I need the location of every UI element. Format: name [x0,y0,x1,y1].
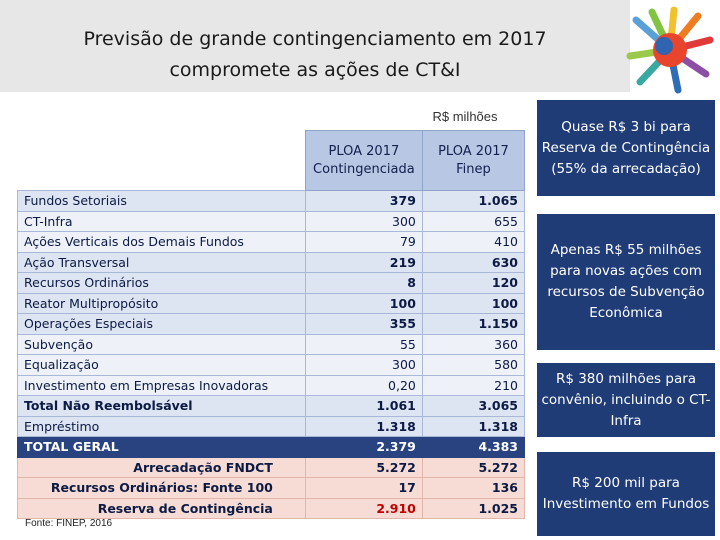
callout-text: Quase R$ 3 bi para Reserva de Contingênc… [541,118,711,177]
row-label: Total Não Reembolsável [17,395,306,417]
title-line-2: compromete as ações de CT&I [169,59,461,81]
row-label: Recursos Ordinários: Fonte 100 [17,477,306,499]
row-label: Equalização [17,354,306,376]
row-value-contingenciada: 355 [304,313,423,335]
title-line-1: Previsão de grande contingenciamento em … [83,28,547,50]
row-value-contingenciada: 55 [304,333,423,355]
title-band [0,0,630,92]
row-value-finep: 210 [421,374,526,396]
row-value-finep: 120 [421,272,526,294]
row-value-contingenciada: 219 [304,251,423,273]
row-value-finep: 630 [421,251,526,273]
row-value-finep: 3.065 [421,395,526,417]
header-ploa-contingenciada: PLOA 2017 Contingenciada [304,130,423,191]
table-row: Reator Multipropósito 100 100 [17,292,526,314]
row-value-finep: 1.150 [421,313,526,335]
callout-investimento-fundos: R$ 200 mil para Investimento em Fundos [537,452,715,536]
row-value-finep: 410 [421,231,526,253]
table-row-total-nao-reembolsavel: Total Não Reembolsável 1.061 3.065 [17,395,526,417]
row-label: Subvenção [17,333,306,355]
row-value-finep: 360 [421,333,526,355]
table-row: Arrecadação FNDCT 5.272 5.272 [17,456,526,478]
callout-text: R$ 200 mil para Investimento em Fundos [542,475,710,512]
row-value-finep: 1.065 [421,190,526,212]
row-label: Fundos Setoriais [17,190,306,212]
budget-table: PLOA 2017 Contingenciada PLOA 2017 Finep… [17,130,526,519]
header-ploa-finep: PLOA 2017 Finep [421,130,526,191]
row-value-contingenciada: 100 [304,292,423,314]
table-header-row: PLOA 2017 Contingenciada PLOA 2017 Finep [18,130,526,191]
row-label: Reator Multipropósito [17,292,306,314]
row-value-finep: 1.025 [421,497,526,519]
row-value-contingenciada: 0,20 [304,374,423,396]
slide-title: Previsão de grande contingenciamento em … [20,24,610,86]
row-value-finep: 655 [421,210,526,232]
callout-convenio: R$ 380 milhões para convênio, incluindo … [537,363,715,437]
table-row: Subvenção 55 360 [17,333,526,355]
row-value-finep: 4.383 [421,436,526,458]
row-value-contingenciada: 79 [304,231,423,253]
table-row: Fundos Setoriais 379 1.065 [17,190,526,212]
header-2-line-2: Finep [456,161,491,177]
row-label: Investimento em Empresas Inovadoras [17,374,306,396]
header-1-line-1: PLOA 2017 [328,143,400,159]
row-label: Recursos Ordinários [17,272,306,294]
row-value-finep: 100 [421,292,526,314]
row-value-contingenciada: 8 [304,272,423,294]
header-2-line-1: PLOA 2017 [438,143,509,159]
row-value-contingenciada: 379 [304,190,423,212]
logo-icon [626,6,714,94]
row-value-contingenciada: 5.272 [304,456,423,478]
row-label: TOTAL GERAL [17,436,306,458]
source-note: Fonte: FINEP, 2016 [25,518,113,529]
row-value-contingenciada: 2.379 [304,436,423,458]
callout-reserva-contingencia: Quase R$ 3 bi para Reserva de Contingênc… [537,100,715,196]
row-label: Ações Verticais dos Demais Fundos [17,231,306,253]
table-row: Recursos Ordinários 8 120 [17,272,526,294]
table-row: Reserva de Contingência 2.910 1.025 [17,497,526,519]
table-row: Investimento em Empresas Inovadoras 0,20… [17,374,526,396]
row-value-contingenciada: 1.061 [304,395,423,417]
table-row: Operações Especiais 355 1.150 [17,313,526,335]
row-value-contingenciada: 2.910 [304,497,423,519]
row-value-contingenciada: 17 [304,477,423,499]
table-row: Empréstimo 1.318 1.318 [17,415,526,437]
row-value-finep: 580 [421,354,526,376]
row-value-finep: 1.318 [421,415,526,437]
table-row: CT-Infra 300 655 [17,210,526,232]
callout-text: R$ 380 milhões para convênio, incluindo … [541,370,711,429]
table-row: Ações Verticais dos Demais Fundos 79 410 [17,231,526,253]
header-blank [18,131,306,191]
table-row: Recursos Ordinários: Fonte 100 17 136 [17,477,526,499]
row-value-contingenciada: 300 [304,354,423,376]
table-row-total-geral: TOTAL GERAL 2.379 4.383 [17,436,526,458]
table-row: Equalização 300 580 [17,354,526,376]
row-label: Empréstimo [17,415,306,437]
callout-subvencao: Apenas R$ 55 milhões para novas ações co… [537,214,715,350]
unit-label: R$ milhões [432,109,498,124]
row-value-finep: 136 [421,477,526,499]
row-value-contingenciada: 1.318 [304,415,423,437]
row-label: Arrecadação FNDCT [17,456,306,478]
callout-text: Apenas R$ 55 milhões para novas ações co… [547,242,705,321]
table-row: Ação Transversal 219 630 [17,251,526,273]
row-label: Ação Transversal [17,251,306,273]
row-label: CT-Infra [17,210,306,232]
header-1-line-2: Contingenciada [313,161,415,177]
row-label: Operações Especiais [17,313,306,335]
row-label: Reserva de Contingência [17,497,306,519]
row-value-contingenciada: 300 [304,210,423,232]
row-value-finep: 5.272 [421,456,526,478]
